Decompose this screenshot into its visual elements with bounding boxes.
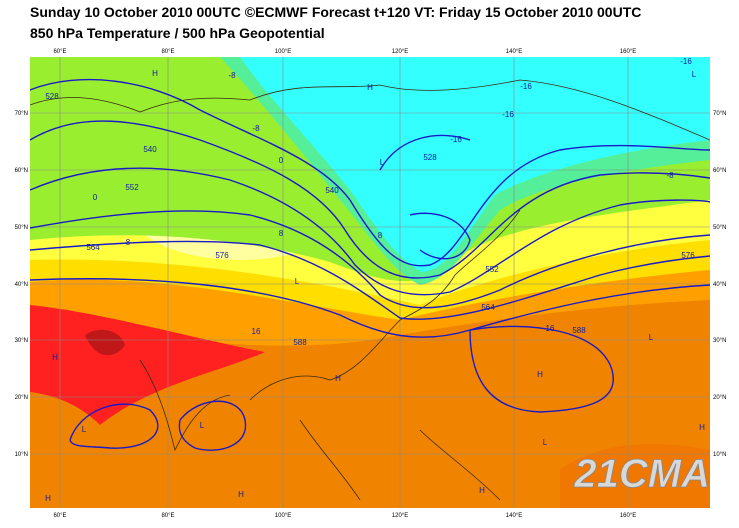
map-label: -8 — [666, 171, 674, 180]
map-label: H — [45, 494, 51, 503]
lat-label-left: 40°N — [15, 282, 28, 288]
map-label: 528 — [45, 92, 59, 101]
title-line: Sunday 10 October 2010 00UTC ©ECMWF Fore… — [30, 4, 641, 20]
map-label: L — [200, 421, 205, 430]
lat-label-right: 70°N — [713, 111, 726, 117]
lat-label-right: 30°N — [713, 338, 726, 344]
map-label: L — [692, 70, 697, 79]
map-label: -16 — [680, 57, 692, 66]
map-label: 564 — [86, 243, 100, 252]
map-label: 540 — [325, 186, 339, 195]
lon-label-top: 160°E — [620, 49, 636, 55]
map-label: 576 — [681, 251, 695, 260]
lat-label-left: 20°N — [15, 395, 28, 401]
lon-label-top: 80°E — [161, 49, 174, 55]
map-label: -16 — [450, 135, 462, 144]
watermark: 21CMA — [573, 452, 710, 496]
lat-label-left: 60°N — [15, 168, 28, 174]
map-label: H — [335, 374, 341, 383]
lon-label-bottom: 60°E — [53, 513, 66, 519]
map-label: 16 — [546, 324, 555, 333]
map-label: 540 — [143, 145, 157, 154]
map-label: 8 — [126, 238, 131, 247]
map-label: 552 — [485, 265, 499, 274]
map-label: 528 — [423, 153, 437, 162]
map-field — [30, 57, 710, 508]
map-label: 576 — [215, 251, 229, 260]
map-label: H — [238, 490, 244, 499]
map-label: H — [52, 353, 58, 362]
geopotential-contours — [30, 78, 710, 451]
lat-label-right: 40°N — [713, 282, 726, 288]
map-label: L — [82, 425, 87, 434]
map-label: L — [380, 158, 385, 167]
lon-label-top: 60°E — [53, 49, 66, 55]
map-label: -16 — [520, 82, 532, 91]
map-label: 564 — [481, 303, 495, 312]
coastlines — [30, 79, 710, 501]
lon-label-bottom: 160°E — [620, 513, 636, 519]
lon-label-bottom: 100°E — [275, 513, 291, 519]
map-label: 16 — [252, 327, 261, 336]
lat-label-right: 10°N — [713, 452, 726, 458]
map-label: 0 — [93, 193, 98, 202]
lon-label-top: 120°E — [392, 49, 408, 55]
map-label: -8 — [252, 124, 260, 133]
map-label: L — [543, 438, 548, 447]
lon-label-top: 100°E — [275, 49, 291, 55]
map-label: 0 — [279, 156, 284, 165]
map-label: 552 — [125, 183, 139, 192]
map-label: 8 — [378, 231, 383, 240]
lon-label-bottom: 140°E — [506, 513, 522, 519]
lat-label-left: 50°N — [15, 225, 28, 231]
map-label: 8 — [279, 229, 284, 238]
map-label: -8 — [228, 71, 236, 80]
lat-label-right: 50°N — [713, 225, 726, 231]
map-label: -16 — [502, 110, 514, 119]
subtitle-line: 850 hPa Temperature / 500 hPa Geopotenti… — [30, 25, 325, 41]
map-label: H — [699, 423, 705, 432]
map-label: H — [479, 486, 485, 495]
map-label: L — [649, 333, 654, 342]
map-label: L — [295, 277, 300, 286]
lat-label-right: 60°N — [713, 168, 726, 174]
lat-label-left: 10°N — [15, 452, 28, 458]
lat-label-right: 20°N — [713, 395, 726, 401]
lat-label-left: 70°N — [15, 111, 28, 117]
map-label: H — [367, 83, 373, 92]
lon-label-bottom: 120°E — [392, 513, 408, 519]
lat-label-left: 30°N — [15, 338, 28, 344]
lon-label-top: 140°E — [506, 49, 522, 55]
lon-label-bottom: 80°E — [161, 513, 174, 519]
map-label: H — [152, 69, 158, 78]
graticule: 60°E 60°E 80°E 80°E 100°E 100°E 120°E 120°E 140°… — [15, 49, 727, 519]
map-label: 588 — [572, 326, 586, 335]
map-label: 588 — [293, 338, 307, 347]
map-label: H — [537, 370, 543, 379]
